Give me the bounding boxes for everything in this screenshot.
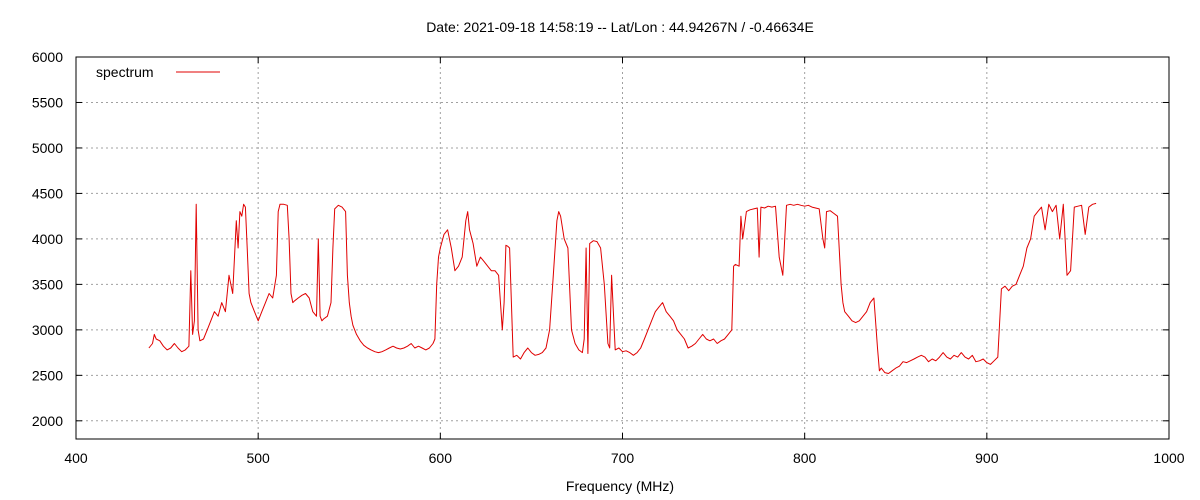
legend: spectrum [96, 64, 220, 80]
series-group [148, 202, 1097, 374]
x-tick-label: 900 [975, 450, 999, 466]
x-tick-label: 1000 [1153, 450, 1184, 466]
y-tick-label: 4000 [32, 231, 63, 247]
y-tick-label: 2000 [32, 413, 63, 429]
y-tick-label: 6000 [32, 49, 63, 65]
x-axis-ticks: 400 500 600 700 800 900 1000 [64, 57, 1185, 466]
y-tick-label: 3500 [32, 276, 63, 292]
x-tick-label: 600 [429, 450, 453, 466]
x-tick-label: 700 [611, 450, 635, 466]
y-axis-ticks: 2000 2500 3000 3500 4000 4500 5000 5500 6000 [32, 49, 1169, 429]
legend-label: spectrum [96, 64, 154, 80]
y-tick-label: 3000 [32, 322, 63, 338]
y-tick-label: 2500 [32, 367, 63, 383]
x-axis-label: Frequency (MHz) [566, 478, 674, 494]
x-tick-label: 500 [246, 450, 270, 466]
y-tick-label: 4500 [32, 185, 63, 201]
y-tick-label: 5000 [32, 140, 63, 156]
series-line-spectrum [148, 202, 1097, 374]
y-tick-label: 5500 [32, 94, 63, 110]
x-tick-label: 800 [793, 450, 817, 466]
grid-lines [76, 57, 1169, 439]
chart-title: Date: 2021-09-18 14:58:19 -- Lat/Lon : 4… [426, 19, 814, 35]
x-tick-label: 400 [64, 450, 88, 466]
